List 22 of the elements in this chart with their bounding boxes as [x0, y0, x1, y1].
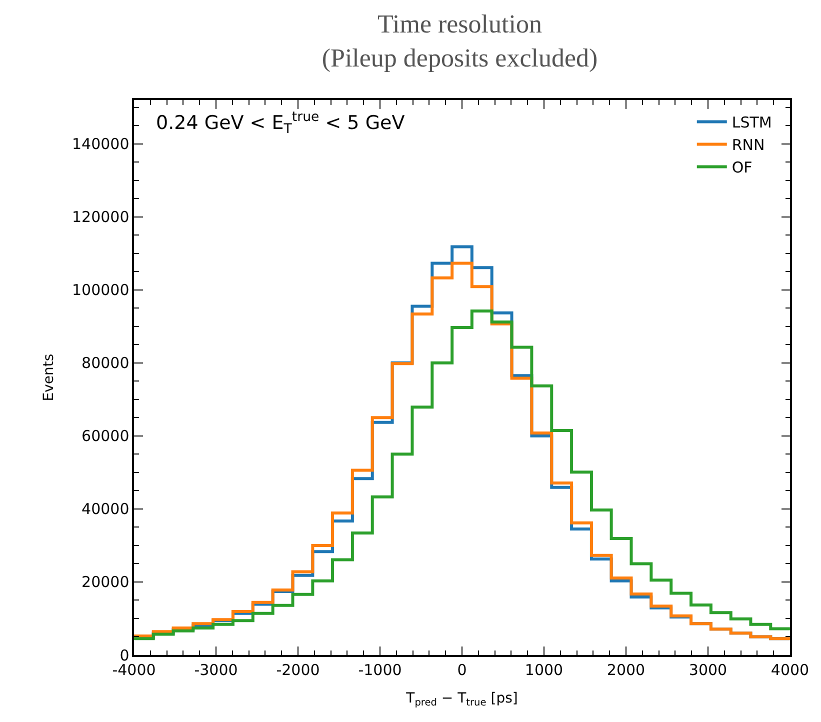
x-tick-label: 4000 — [770, 660, 810, 679]
x-tick-label: 1000 — [524, 660, 564, 679]
x-tick-label: 3000 — [688, 660, 728, 679]
y-tick-label: 60000 — [82, 427, 130, 446]
y-tick-label: 120000 — [72, 208, 130, 226]
y-tick-label: 140000 — [72, 135, 130, 154]
y-tick-label: 20000 — [82, 573, 130, 592]
x-tick-label: 2000 — [606, 660, 646, 679]
legend-label: LSTM — [732, 114, 772, 132]
x-tick-label: -3000 — [194, 660, 238, 679]
y-tick-label: 40000 — [82, 500, 130, 518]
x-tick-label: -1000 — [358, 660, 402, 679]
annotation: 0.24 GeV < E$_{T}$$^{true}$ < 5 GeV — [156, 110, 405, 137]
legend-label: RNN — [732, 136, 765, 154]
x-tick-label: -2000 — [276, 660, 320, 679]
x-axis-title: T$_{pred}$ − T$_{true}$ [ps] — [405, 690, 518, 708]
chart-title: Time resolution (Pileup deposits excluded) — [322, 9, 598, 72]
x-tick-label: 0 — [457, 660, 467, 679]
y-axis-title: Events — [41, 354, 58, 402]
legend-label: OF — [732, 158, 752, 177]
y-tick-label: 80000 — [82, 354, 130, 372]
y-tick-label: 100000 — [72, 281, 130, 300]
